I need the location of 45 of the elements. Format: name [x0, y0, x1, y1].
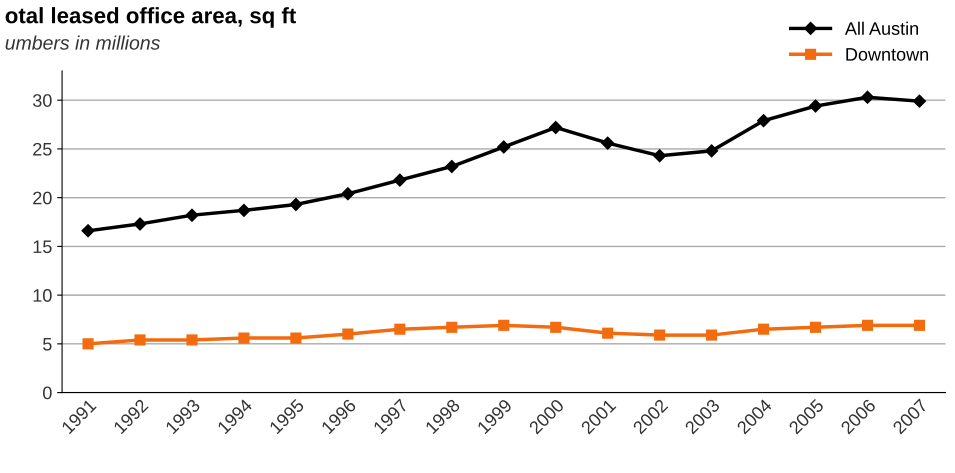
legend-label: All Austin — [844, 22, 918, 35]
point — [549, 120, 562, 134]
point — [290, 332, 302, 344]
point — [497, 140, 510, 154]
point — [602, 328, 614, 339]
point — [601, 136, 614, 150]
point — [550, 322, 562, 333]
point — [758, 324, 770, 335]
point — [862, 320, 874, 331]
point — [134, 334, 146, 346]
point — [394, 324, 406, 335]
point — [82, 338, 94, 350]
point — [498, 320, 510, 331]
y-tick-label: 25 — [33, 142, 52, 156]
point — [186, 334, 198, 346]
point — [393, 174, 406, 187]
point — [237, 204, 251, 217]
point — [914, 320, 926, 331]
point — [756, 114, 770, 128]
point — [808, 99, 822, 113]
point — [653, 149, 666, 162]
point — [446, 322, 458, 333]
point — [445, 160, 458, 174]
point — [654, 330, 666, 341]
y-tick-label: 20 — [33, 192, 52, 204]
point — [810, 322, 822, 333]
point — [706, 330, 718, 341]
point — [860, 90, 874, 104]
point — [912, 94, 926, 108]
point — [81, 224, 95, 238]
y-tick-label: 15 — [34, 240, 52, 254]
point — [342, 328, 354, 340]
point — [185, 208, 199, 222]
chart-title: otal leased office area, sq ft — [6, 7, 296, 28]
y-tick-label: 10 — [34, 289, 52, 302]
point — [238, 332, 250, 344]
point — [705, 144, 718, 158]
point — [133, 217, 147, 231]
chart-subtitle: umbers in millions — [6, 35, 160, 50]
point — [341, 187, 354, 200]
y-tick-label: 0 — [43, 386, 52, 400]
point — [289, 198, 302, 212]
legend-label: Downtown — [846, 48, 928, 61]
y-tick-label: 30 — [32, 94, 52, 107]
y-tick-label: 5 — [43, 338, 52, 351]
